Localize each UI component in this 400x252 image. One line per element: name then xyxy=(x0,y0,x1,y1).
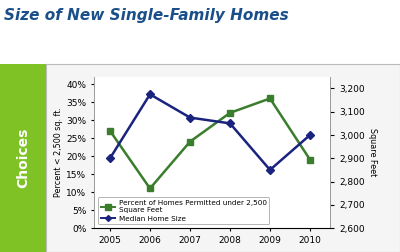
Legend: Percent of Homes Permitted under 2,500
Square Feet, Median Home Size: Percent of Homes Permitted under 2,500 S… xyxy=(98,198,270,225)
Y-axis label: Percent < 2,500 sq. ft.: Percent < 2,500 sq. ft. xyxy=(54,108,64,197)
Y-axis label: Square Feet: Square Feet xyxy=(368,128,376,177)
Text: Size of New Single-Family Homes: Size of New Single-Family Homes xyxy=(4,8,289,23)
Text: Choices: Choices xyxy=(16,128,30,188)
